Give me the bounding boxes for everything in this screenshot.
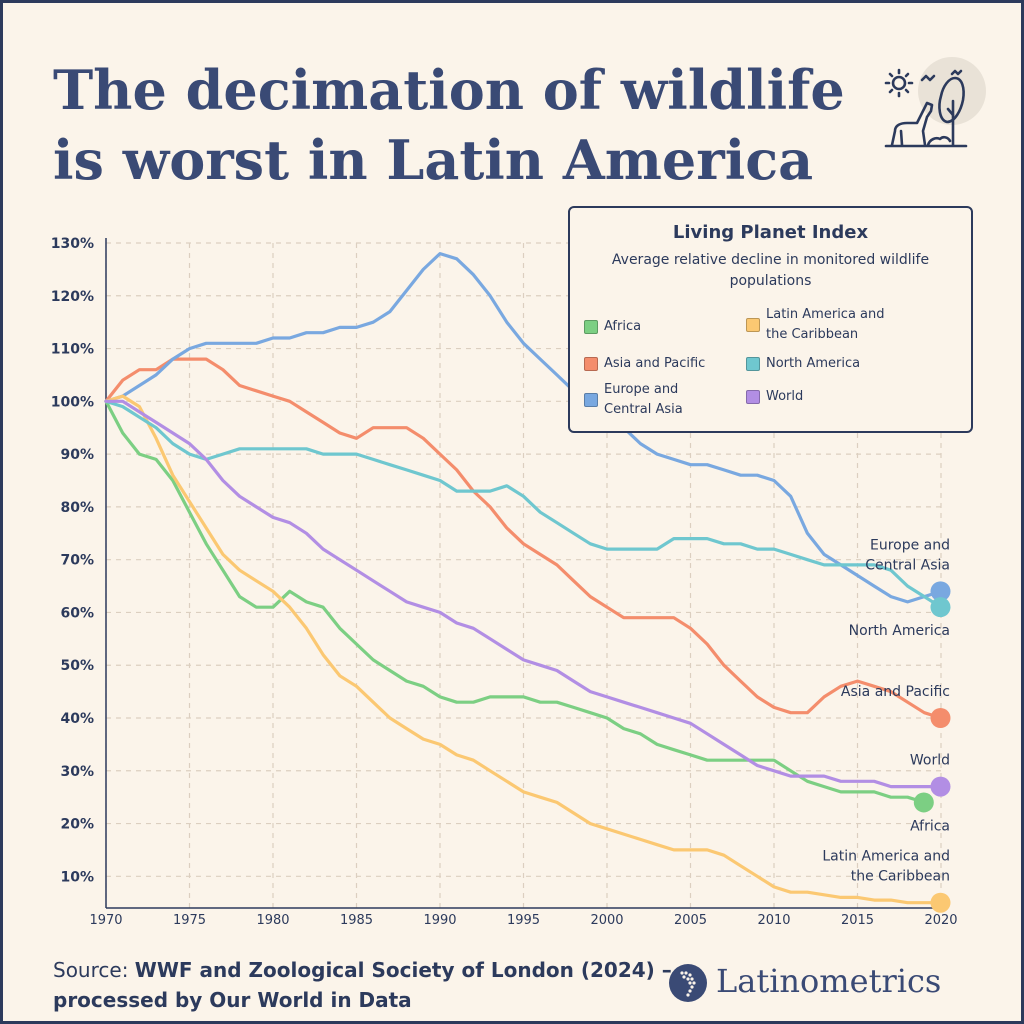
end-label-latin-america-and-the-caribbean: the Caribbean — [851, 869, 950, 885]
end-marker-north-america — [930, 597, 951, 618]
legend-label-asia-pacific: Asia and Pacific — [604, 356, 706, 371]
y-tick-label: 110% — [51, 342, 94, 358]
y-tick-label: 50% — [60, 658, 94, 674]
legend-item-north-america: North America — [746, 354, 916, 374]
y-tick-label: 10% — [60, 869, 94, 885]
end-label-latin-america-and-the-caribbean: Latin America and — [822, 849, 950, 865]
series-line-africa — [104, 399, 926, 804]
legend-swatch-asia-pacific — [584, 357, 598, 371]
legend-label-world: World — [766, 389, 804, 404]
legend-item-asia-pacific: Asia and Pacific — [584, 354, 754, 374]
legend-label-latin-america: Latin America and the Caribbean — [766, 307, 885, 342]
legend-swatch-world — [746, 390, 760, 404]
x-tick-label: 1985 — [340, 913, 373, 928]
legend-swatch-north-america — [746, 357, 760, 371]
x-tick-label: 2000 — [590, 913, 623, 928]
x-tick-label: 2020 — [924, 913, 957, 928]
legend-item-latin-america: Latin America and the Caribbean — [746, 305, 906, 345]
y-tick-label: 100% — [51, 394, 94, 410]
end-label-africa: Africa — [910, 818, 950, 834]
x-tick-label: 2010 — [757, 913, 790, 928]
x-tick-label: 1970 — [89, 913, 122, 928]
legend-item-europe-central-asia: Europe and Central Asia — [584, 380, 709, 420]
x-tick-label: 1975 — [173, 913, 206, 928]
end-label-asia-and-pacific: Asia and Pacific — [841, 684, 950, 700]
source-prefix: Source: — [53, 958, 135, 982]
end-marker-asia-and-pacific — [930, 708, 951, 728]
legend-title: Living Planet Index — [672, 222, 869, 243]
series-line-latin-america-and-the-caribbean — [104, 394, 943, 905]
legend-subtitle: Average relative decline in monitored wi… — [611, 252, 930, 289]
page-title: The decimation of wildlife is worst in L… — [53, 55, 853, 195]
series-line-asia-and-pacific — [104, 357, 943, 720]
y-tick-label: 80% — [60, 500, 94, 516]
x-tick-label: 1980 — [256, 913, 289, 928]
brand-name: Latinometrics — [716, 962, 942, 1000]
latin-america-map-icon — [669, 964, 707, 1002]
y-tick-label: 90% — [60, 447, 94, 463]
chart-legend: Living Planet Index Average relative dec… — [568, 206, 973, 433]
end-marker-africa — [913, 792, 934, 813]
y-tick-label: 120% — [51, 289, 94, 305]
legend-label-africa: Africa — [604, 319, 642, 334]
title-line-2: is worst in Latin America — [53, 128, 814, 192]
title-line-1: The decimation of wildlife — [53, 58, 845, 122]
end-marker-europe-and-central-asia — [930, 581, 951, 602]
legend-swatch-latin-america — [746, 318, 760, 332]
x-tick-label: 1995 — [507, 913, 540, 928]
x-tick-label: 2015 — [841, 913, 874, 928]
legend-swatch-africa — [584, 320, 598, 334]
legend-label-north-america: North America — [766, 356, 861, 371]
series-line-north-america — [104, 399, 943, 609]
end-label-europe-and-central-asia: Central Asia — [865, 557, 950, 573]
y-tick-label: 130% — [51, 236, 94, 252]
y-tick-label: 40% — [60, 711, 94, 727]
source-text: WWF and Zoological Society of London (20… — [53, 958, 672, 1012]
legend-item-africa: Africa — [584, 317, 754, 337]
wildlife-scene-icon — [884, 57, 986, 148]
series-line-world — [104, 399, 943, 789]
legend-label-europe-central-asia: Europe and Central Asia — [604, 382, 683, 417]
source-note: Source: WWF and Zoological Society of Lo… — [53, 955, 673, 1015]
x-tick-label: 1990 — [423, 913, 456, 928]
series-line-europe-and-central-asia — [104, 252, 943, 604]
end-marker-latin-america-and-the-caribbean — [930, 892, 951, 913]
brand-logo: Latinometrics — [668, 958, 998, 1008]
y-tick-label: 70% — [60, 553, 94, 569]
y-tick-label: 60% — [60, 605, 94, 621]
line-chart: 1970 1975 1980 1985 1990 1995 2000 2005 2010 2015… — [51, 236, 958, 928]
end-label-north-america: North America — [849, 623, 950, 639]
legend-item-world: World — [746, 387, 916, 407]
y-tick-label: 20% — [60, 817, 94, 833]
end-label-europe-and-central-asia: Europe and — [870, 537, 950, 553]
x-tick-label: 2005 — [674, 913, 707, 928]
end-marker-world — [930, 776, 951, 797]
y-tick-label: 30% — [60, 764, 94, 780]
legend-swatch-europe-central-asia — [584, 393, 598, 407]
end-label-world: World — [910, 753, 950, 769]
